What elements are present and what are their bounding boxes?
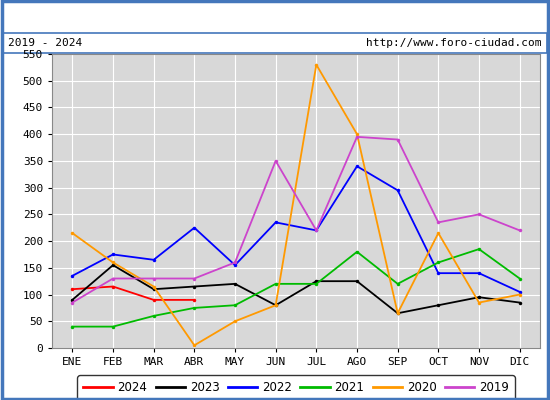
Legend: 2024, 2023, 2022, 2021, 2020, 2019: 2024, 2023, 2022, 2021, 2020, 2019 [77, 375, 515, 400]
Text: http://www.foro-ciudad.com: http://www.foro-ciudad.com [366, 38, 542, 48]
Text: 2019 - 2024: 2019 - 2024 [8, 38, 82, 48]
Text: Evolucion Nº Turistas Nacionales en el municipio de el Ràfol d'Almúnia: Evolucion Nº Turistas Nacionales en el m… [0, 9, 550, 23]
